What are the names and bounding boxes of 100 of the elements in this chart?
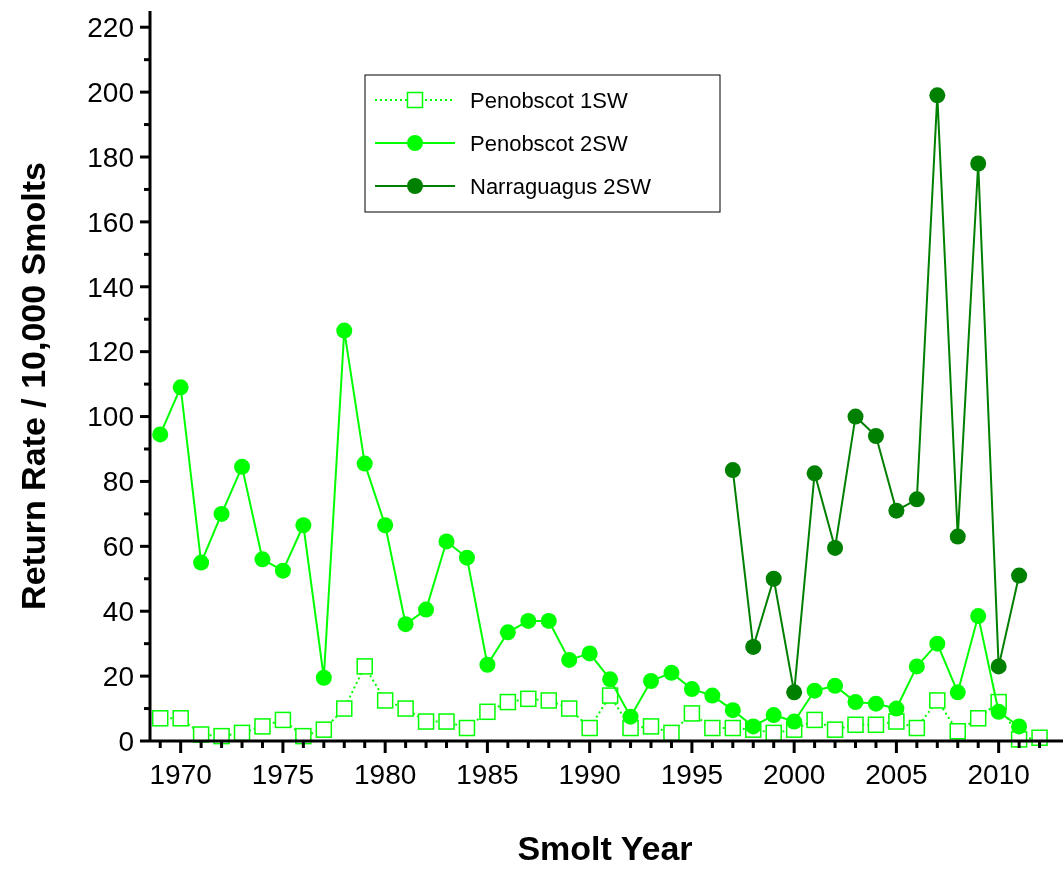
y-tick-label: 20 xyxy=(102,660,134,692)
point xyxy=(867,428,884,445)
point xyxy=(336,322,353,339)
point xyxy=(765,570,782,587)
point xyxy=(520,690,537,708)
point xyxy=(213,505,230,522)
point xyxy=(683,705,701,722)
y-tick-label: 140 xyxy=(87,271,134,303)
y-tick-label: 40 xyxy=(102,596,134,628)
point xyxy=(234,458,251,475)
point xyxy=(786,684,803,701)
point xyxy=(847,716,864,734)
point xyxy=(438,533,455,550)
point xyxy=(867,695,884,712)
y-tick-label: 180 xyxy=(87,141,134,173)
point xyxy=(888,502,905,519)
point xyxy=(724,719,742,737)
point xyxy=(560,700,578,717)
x-tick-label: 1980 xyxy=(354,759,417,790)
point xyxy=(377,517,394,534)
y-axis-title: Return Rate / 10,000 Smolts xyxy=(14,162,52,610)
point xyxy=(520,612,537,629)
point xyxy=(417,713,435,730)
point xyxy=(949,723,966,740)
point xyxy=(172,379,189,396)
point xyxy=(499,624,516,641)
point xyxy=(888,713,905,730)
point xyxy=(540,692,558,709)
point xyxy=(601,687,619,704)
y-tick-label: 80 xyxy=(102,466,134,498)
x-tick-label: 2000 xyxy=(763,759,826,790)
point xyxy=(929,87,946,104)
point xyxy=(847,408,864,425)
x-axis-title: Smolt Year xyxy=(517,829,693,867)
y-tick-label: 60 xyxy=(102,531,134,563)
point xyxy=(827,677,844,694)
legend-label: Penobscot 1SW xyxy=(470,87,628,113)
point xyxy=(663,724,680,742)
point xyxy=(1011,718,1028,735)
point xyxy=(663,664,680,681)
point xyxy=(418,601,435,618)
point xyxy=(970,608,987,625)
point xyxy=(458,719,476,737)
point xyxy=(786,713,803,730)
point xyxy=(908,491,925,508)
point xyxy=(479,703,496,721)
legend-label: Penobscot 2SW xyxy=(470,130,628,156)
x-tick-label: 2010 xyxy=(967,759,1030,790)
point xyxy=(602,671,619,688)
y-tick-label: 100 xyxy=(87,401,134,433)
point xyxy=(929,635,946,652)
point xyxy=(806,682,823,699)
point xyxy=(193,554,210,571)
point xyxy=(376,692,394,709)
point xyxy=(806,465,823,482)
point xyxy=(499,693,517,711)
point xyxy=(540,612,557,629)
x-tick-label: 1990 xyxy=(558,759,621,790)
point xyxy=(274,711,292,729)
point xyxy=(458,549,475,566)
point xyxy=(152,426,169,443)
point xyxy=(397,700,414,717)
point xyxy=(254,551,271,568)
point xyxy=(765,724,782,742)
point xyxy=(929,692,946,709)
y-tick-label: 120 xyxy=(87,336,134,368)
y-tick-label: 0 xyxy=(118,725,134,757)
point xyxy=(254,718,271,735)
point xyxy=(315,669,332,686)
y-tick-label: 200 xyxy=(87,76,134,108)
point xyxy=(581,645,598,662)
point xyxy=(397,616,414,633)
point xyxy=(745,638,762,655)
point xyxy=(172,710,189,727)
point xyxy=(990,703,1007,720)
point xyxy=(315,721,333,738)
x-tick-label: 2005 xyxy=(865,759,928,790)
point xyxy=(908,658,925,675)
point xyxy=(765,707,782,724)
point xyxy=(908,719,926,737)
point xyxy=(704,719,721,737)
point xyxy=(724,462,741,479)
point xyxy=(643,672,660,689)
point xyxy=(438,713,455,730)
point xyxy=(826,721,844,738)
point xyxy=(949,684,966,701)
point xyxy=(581,719,598,737)
point xyxy=(867,716,885,734)
point xyxy=(642,718,660,735)
point xyxy=(888,700,905,717)
point xyxy=(274,562,291,579)
point xyxy=(336,700,353,717)
point xyxy=(1011,567,1028,584)
y-tick-label: 220 xyxy=(87,12,134,44)
point xyxy=(990,658,1007,675)
point xyxy=(806,711,823,729)
point xyxy=(704,687,721,704)
x-tick-label: 1995 xyxy=(660,759,724,790)
point xyxy=(151,710,169,727)
point xyxy=(970,155,987,172)
